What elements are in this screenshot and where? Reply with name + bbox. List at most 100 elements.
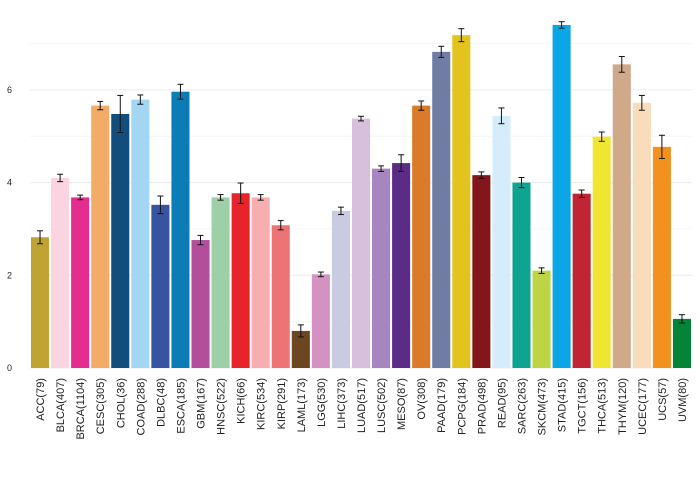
bar: [452, 35, 471, 369]
x-tick-label: OV(308): [416, 378, 428, 420]
x-tick-label: PRAD(498): [476, 378, 488, 434]
bar: [291, 330, 310, 368]
x-tick-label: UVM(80): [677, 378, 689, 422]
x-tick-label: BRCA(1104): [75, 378, 87, 440]
error-bar: [578, 189, 585, 198]
error-bar: [438, 45, 445, 58]
error-bar: [598, 131, 605, 142]
bar: [552, 24, 571, 368]
bar: [191, 240, 210, 368]
error-bar: [217, 194, 224, 201]
bar: [171, 91, 190, 368]
x-tick-label: KICH(66): [236, 378, 248, 424]
bar: [91, 105, 110, 368]
x-tick-label: THCA(513): [597, 378, 609, 434]
bar: [512, 182, 531, 368]
bar: [251, 197, 270, 368]
bar: [632, 102, 651, 368]
error-bar: [117, 94, 124, 134]
x-axis-ticks: ACC(79) BLCA(407) BRCA(1104) CESC(305) CHOL(…: [35, 378, 689, 440]
x-tick-label: THYM(120): [617, 378, 629, 435]
x-tick-label: PCPG(184): [456, 378, 468, 435]
error-bar: [157, 195, 164, 215]
error-bar: [337, 206, 344, 216]
error-bar: [458, 28, 465, 43]
error-bar: [538, 267, 545, 274]
error-bar: [137, 94, 144, 105]
y-axis-ticks: 0 2 4 6: [7, 85, 12, 373]
error-bar: [658, 134, 665, 159]
error-bar: [317, 271, 324, 278]
x-tick-label: TGCT(156): [577, 378, 589, 434]
bar: [131, 99, 150, 368]
y-tick-label: 4: [7, 178, 12, 188]
error-bars: [37, 21, 685, 338]
bar: [432, 51, 451, 368]
bar: [472, 175, 491, 368]
x-tick-label: STAD(415): [557, 378, 569, 432]
x-tick-label: ESCA(185): [175, 378, 187, 434]
error-bar: [177, 83, 184, 100]
error-bar: [498, 107, 505, 125]
x-tick-label: CESC(305): [95, 378, 107, 434]
y-tick-label: 0: [7, 363, 12, 373]
bar: [331, 210, 350, 368]
error-bar: [398, 154, 405, 172]
error-bar: [237, 182, 244, 204]
bar: [392, 163, 411, 368]
bar: [311, 274, 330, 368]
x-tick-label: COAD(288): [135, 378, 147, 435]
x-tick-label: UCS(57): [657, 378, 669, 421]
x-tick-label: ACC(79): [35, 378, 47, 421]
bar: [492, 115, 511, 368]
bar: [211, 197, 230, 368]
x-tick-label: HNSC(522): [216, 378, 228, 435]
bar: [31, 237, 50, 368]
bar: [612, 64, 631, 369]
x-tick-label: KIRC(534): [256, 378, 268, 430]
bar: [572, 193, 591, 368]
bar: [672, 318, 691, 368]
x-tick-label: LIHC(373): [336, 378, 348, 429]
bar: [532, 270, 551, 368]
error-bar: [77, 194, 84, 201]
x-tick-label: KIRP(291): [276, 378, 288, 429]
y-tick-label: 6: [7, 85, 12, 95]
error-bar: [618, 55, 625, 73]
x-tick-label: CHOL(36): [115, 378, 127, 428]
error-bar: [518, 176, 525, 189]
bar: [71, 197, 90, 368]
error-bar: [197, 234, 204, 246]
error-bar: [257, 194, 264, 201]
bar: [271, 225, 290, 368]
x-tick-label: UCEC(177): [637, 378, 649, 435]
bar: [412, 105, 431, 368]
x-tick-label: DLBC(48): [155, 378, 167, 427]
x-tick-label: LAML(173): [296, 378, 308, 432]
bar: [51, 177, 70, 368]
error-bar: [57, 173, 64, 183]
error-bar: [418, 100, 425, 111]
bar: [111, 113, 130, 368]
bar: [652, 146, 671, 368]
x-tick-label: SARC(263): [516, 378, 528, 434]
x-tick-label: GBM(167): [196, 378, 208, 429]
error-bar: [638, 94, 645, 111]
error-bar: [478, 171, 485, 179]
error-bar: [277, 220, 284, 231]
x-tick-label: LUAD(517): [356, 378, 368, 433]
error-bar: [378, 165, 385, 172]
bars: [31, 24, 691, 369]
error-bar: [297, 324, 304, 338]
bar: [351, 118, 371, 368]
x-tick-label: PAAD(179): [436, 378, 448, 433]
y-tick-label: 2: [7, 270, 12, 280]
bar: [231, 193, 250, 368]
bar: [151, 204, 170, 368]
x-tick-label: LUSC(502): [376, 378, 388, 433]
error-bar: [358, 115, 364, 122]
x-tick-label: MESO(87): [396, 378, 408, 430]
x-tick-label: SKCM(473): [537, 378, 549, 435]
